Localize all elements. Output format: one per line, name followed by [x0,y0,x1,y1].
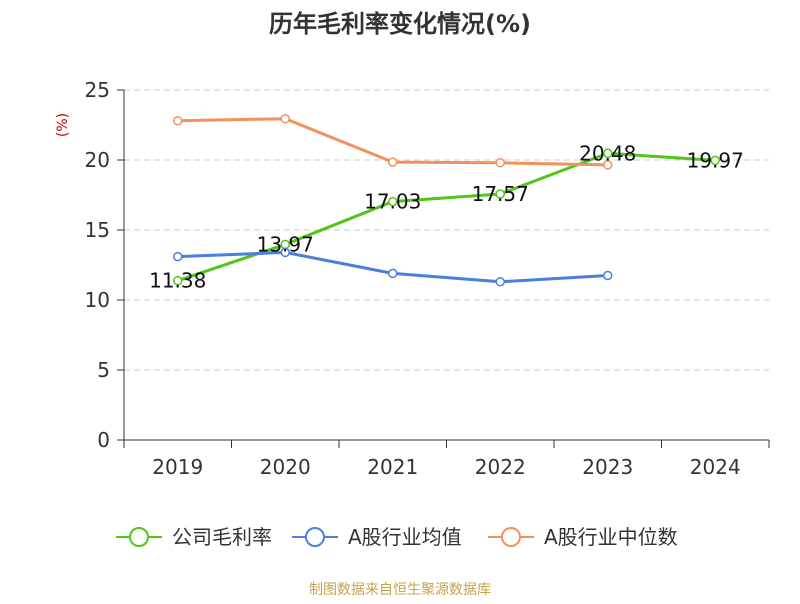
y-tick-label: 20 [85,148,110,172]
x-tick-label: 2023 [582,455,633,479]
y-tick-label: 15 [85,218,110,242]
data-labels: 11.38 13.97 17.03 17.57 20.48 19.97 [149,141,744,292]
data-point [710,155,720,166]
series-lines [173,113,720,287]
data-point [388,196,398,207]
y-axis-unit-label: (%) [55,113,71,137]
legend-swatch-marker [501,527,521,547]
data-label: 19.97 [687,148,744,172]
data-point [495,158,505,168]
x-tick-label: 2021 [367,455,418,479]
x-tick-label: 2024 [690,455,741,479]
footer-source-text: 制图数据来自恒生聚源数据库 [309,582,491,598]
legend-item-3: A股行业中位数 [488,525,678,549]
grid-lines [124,89,769,371]
data-point [388,268,398,279]
x-tick-label: 2022 [475,455,526,479]
data-point [173,275,183,286]
data-label: 11.38 [149,269,206,293]
axes: 0 5 10 15 20 25 2019 2020 2021 2022 2023 2024 [85,78,770,479]
data-point [495,277,505,287]
data-point [603,270,613,281]
data-point [280,247,290,258]
legend-item-2: A股行业均值 [292,525,462,549]
y-tick-label: 5 [97,358,110,382]
legend: 公司毛利率 A股行业均值 A股行业中位数 [116,525,678,549]
data-point [603,148,613,159]
legend-swatch-marker [305,527,325,547]
legend-label: A股行业均值 [348,525,462,549]
data-point [495,189,505,199]
y-tick-label: 25 [85,78,110,102]
legend-label: 公司毛利率 [172,525,272,549]
data-label: 13.97 [257,232,314,256]
series-line-1 [177,151,716,283]
data-point [388,157,398,167]
data-point [280,113,290,124]
y-tick-label: 0 [97,428,110,452]
data-point [603,160,613,170]
data-label: 17.57 [472,182,529,206]
data-point [173,251,183,262]
legend-swatch-marker [129,527,149,547]
x-tick-label: 2020 [260,455,311,479]
y-tick-label: 10 [85,288,110,312]
data-label: 20.48 [579,141,636,165]
data-point [173,116,183,126]
legend-label: A股行业中位数 [544,525,678,549]
chart-title: 历年毛利率变化情况(%) [269,10,531,38]
x-tick-label: 2019 [152,455,203,479]
data-label: 17.03 [364,190,421,214]
legend-item-1: 公司毛利率 [116,525,272,549]
